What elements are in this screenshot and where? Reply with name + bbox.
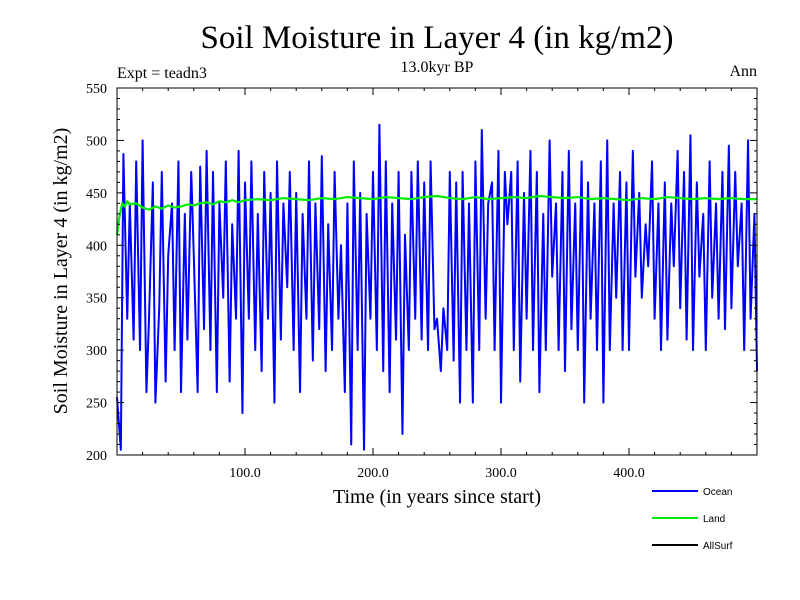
plot-area: [115, 123, 758, 451]
y-tick-label: 350: [86, 292, 107, 307]
season-label: Ann: [729, 63, 757, 80]
legend: Ocean Land AllSurf: [652, 487, 733, 552]
legend-label-ocean: Ocean: [703, 487, 732, 498]
y-tick-label: 450: [86, 187, 107, 202]
chart-subtitle: 13.0kyr BP: [401, 59, 474, 76]
y-tick-label: 500: [86, 134, 107, 149]
legend-label-allsurf: AllSurf: [703, 541, 733, 552]
y-tick-label: 550: [86, 82, 107, 97]
chart-title: Soil Moisture in Layer 4 (in kg/m2): [201, 20, 674, 56]
x-tick-label: 400.0: [613, 466, 645, 481]
series-line-land: [115, 194, 757, 235]
series-line-ocean: [116, 123, 758, 451]
plot-frame: [116, 87, 758, 456]
y-axis-label: Soil Moisture in Layer 4 (in kg/m2): [50, 128, 72, 415]
y-tick-label: 200: [86, 449, 107, 464]
x-tick-label: 300.0: [485, 466, 517, 481]
axes: 200 250 300 350 400 450 500 550 100.0 200.0 300.0 4…: [86, 82, 757, 481]
y-tick-label: 400: [86, 239, 107, 254]
experiment-label: Expt = teadn3: [117, 65, 207, 82]
x-axis-label: Time (in years since start): [333, 486, 541, 508]
legend-label-land: Land: [703, 514, 725, 525]
y-tick-label: 300: [86, 344, 107, 359]
y-tick-label: 250: [86, 397, 107, 412]
x-tick-label: 200.0: [357, 466, 389, 481]
x-tick-label: 100.0: [229, 466, 261, 481]
